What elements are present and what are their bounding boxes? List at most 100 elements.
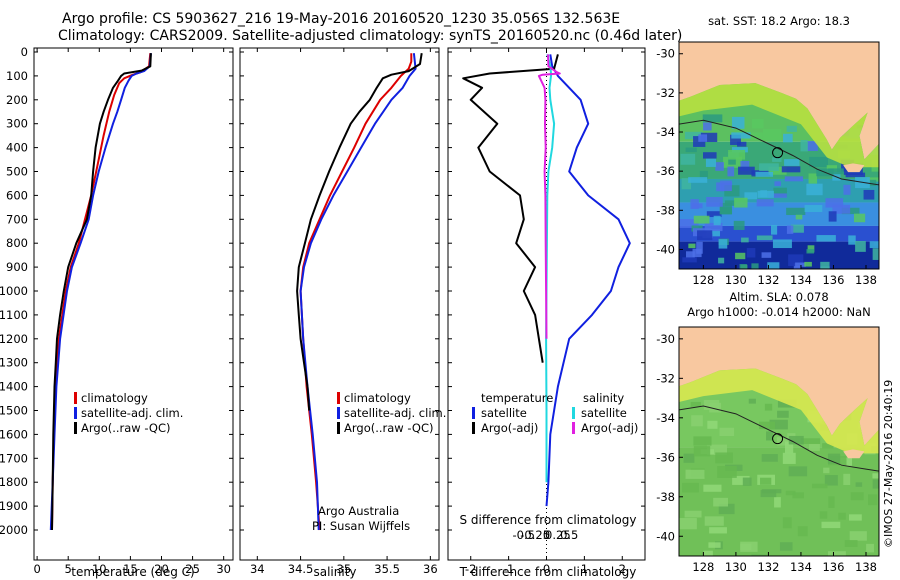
x-tick-label: 0 (543, 562, 550, 576)
argo-australia-label: Argo Australia (318, 504, 399, 518)
x-tick-label: 35.5 (374, 562, 400, 576)
texture-cell (715, 452, 733, 464)
map-x-tick-label: 128 (692, 273, 714, 287)
map-y-tick-label: -36 (656, 450, 675, 464)
sst-map-frame (678, 41, 880, 270)
map-x-tick-label: 138 (855, 273, 877, 287)
sla-map-subtitle: Argo h1000: -0.014 h2000: NaN (687, 305, 871, 319)
depth-tick-label: 700 (6, 212, 28, 226)
texture-cell (693, 215, 710, 224)
coastal-shelf (679, 368, 879, 454)
texture-cell (785, 490, 796, 496)
land (679, 327, 879, 446)
texture-cell (740, 160, 750, 171)
texture-cell (759, 163, 779, 171)
texture-cell (848, 514, 862, 521)
texture-cell (828, 168, 844, 175)
map-x-tick-label: 136 (822, 560, 844, 574)
texture-cell (782, 517, 792, 529)
difference-legend: temperature salinity satellite Argo(-adj… (472, 391, 638, 435)
texture-cell (681, 178, 692, 190)
texture-cell (849, 531, 867, 541)
texture-cell (703, 550, 713, 556)
texture-cell (855, 241, 866, 252)
texture-cell (784, 441, 794, 454)
texture-cell (824, 475, 838, 486)
map-y-tick-label: -32 (656, 86, 675, 100)
texture-cell (733, 220, 745, 230)
pi-label: PI: Susan Wijffels (312, 519, 410, 533)
depth-tick-label: 200 (6, 93, 28, 107)
map-x-tick-label: 130 (725, 273, 747, 287)
depth-axis: 0 100 200 300 400 500 600 700 800 900 1000 1100 1200… (0, 45, 645, 537)
texture-cell (744, 132, 763, 140)
texture-cell (691, 415, 703, 427)
legend-s-satellite: satellite (581, 406, 627, 420)
texture-cell (761, 489, 782, 494)
series-line-3 (537, 54, 561, 339)
legend-argo: Argo(..raw -QC) (344, 421, 434, 435)
x-tick-label: 2 (619, 562, 626, 576)
sst-map-axes: 128 130 132 134 136 138 -30 -32 -34 -36 -38 -40 (656, 47, 877, 287)
depth-tick-label: 100 (6, 69, 28, 83)
x-tick-label: 0 (33, 562, 40, 576)
texture-cell (706, 211, 722, 218)
depth-tick-label: 900 (6, 260, 28, 274)
map-y-tick-label: -36 (656, 164, 675, 178)
texture-cell (734, 197, 748, 208)
texture-cell (807, 141, 818, 151)
x-tick-label: 35 (337, 562, 352, 576)
texture-cell (683, 453, 695, 463)
salinity-panel (239, 47, 440, 561)
texture-cell (693, 446, 711, 457)
map-x-tick-label: 128 (692, 560, 714, 574)
texture-cell (709, 527, 727, 534)
texture-cell (769, 419, 788, 430)
map-x-tick-label: 134 (790, 273, 812, 287)
texture-cell (764, 403, 773, 411)
texture-cell (819, 511, 828, 519)
texture-cell (822, 443, 834, 449)
texture-cell (807, 245, 815, 253)
texture-cell (808, 173, 818, 184)
texture-cell (760, 477, 772, 485)
texture-cell (732, 475, 750, 485)
texture-cell (777, 410, 789, 418)
bathymetry-contour (679, 405, 879, 472)
texture-cell (686, 251, 695, 259)
texture-cell (756, 199, 774, 207)
profile-location-marker (772, 147, 784, 159)
texture-cell (792, 492, 804, 499)
series-line-1 (462, 54, 559, 363)
salinity-axis-label: salinity (313, 565, 356, 579)
texture-cell (848, 235, 856, 245)
texture-cell (709, 402, 722, 413)
texture-cell (853, 213, 866, 223)
x-tick-label: 25 (185, 562, 200, 576)
texture-cell (679, 518, 697, 530)
legend-satellite: satellite-adj. clim. (344, 406, 446, 420)
x-tick-label: 1 (581, 562, 588, 576)
texture-cell (767, 262, 780, 269)
texture-cell (731, 116, 745, 129)
texture-cell (872, 479, 879, 489)
texture-cell (708, 542, 721, 548)
map-y-tick-label: -40 (656, 242, 675, 256)
texture-cell (696, 241, 703, 254)
land (679, 42, 879, 160)
temperature-series (49, 53, 152, 531)
texture-cell (795, 214, 803, 220)
texture-cell (703, 484, 722, 492)
texture-cell (751, 118, 764, 129)
texture-cell (776, 437, 791, 446)
depth-tick-label: 1000 (0, 284, 28, 298)
legend-header-salinity: salinity (583, 391, 624, 405)
texture-cell (751, 554, 768, 556)
depth-tick-label: 0 (21, 45, 28, 59)
texture-cell (713, 497, 728, 507)
map-y-tick-label: -30 (656, 47, 675, 61)
texture-cell (680, 153, 696, 165)
texture-cell (779, 542, 793, 551)
